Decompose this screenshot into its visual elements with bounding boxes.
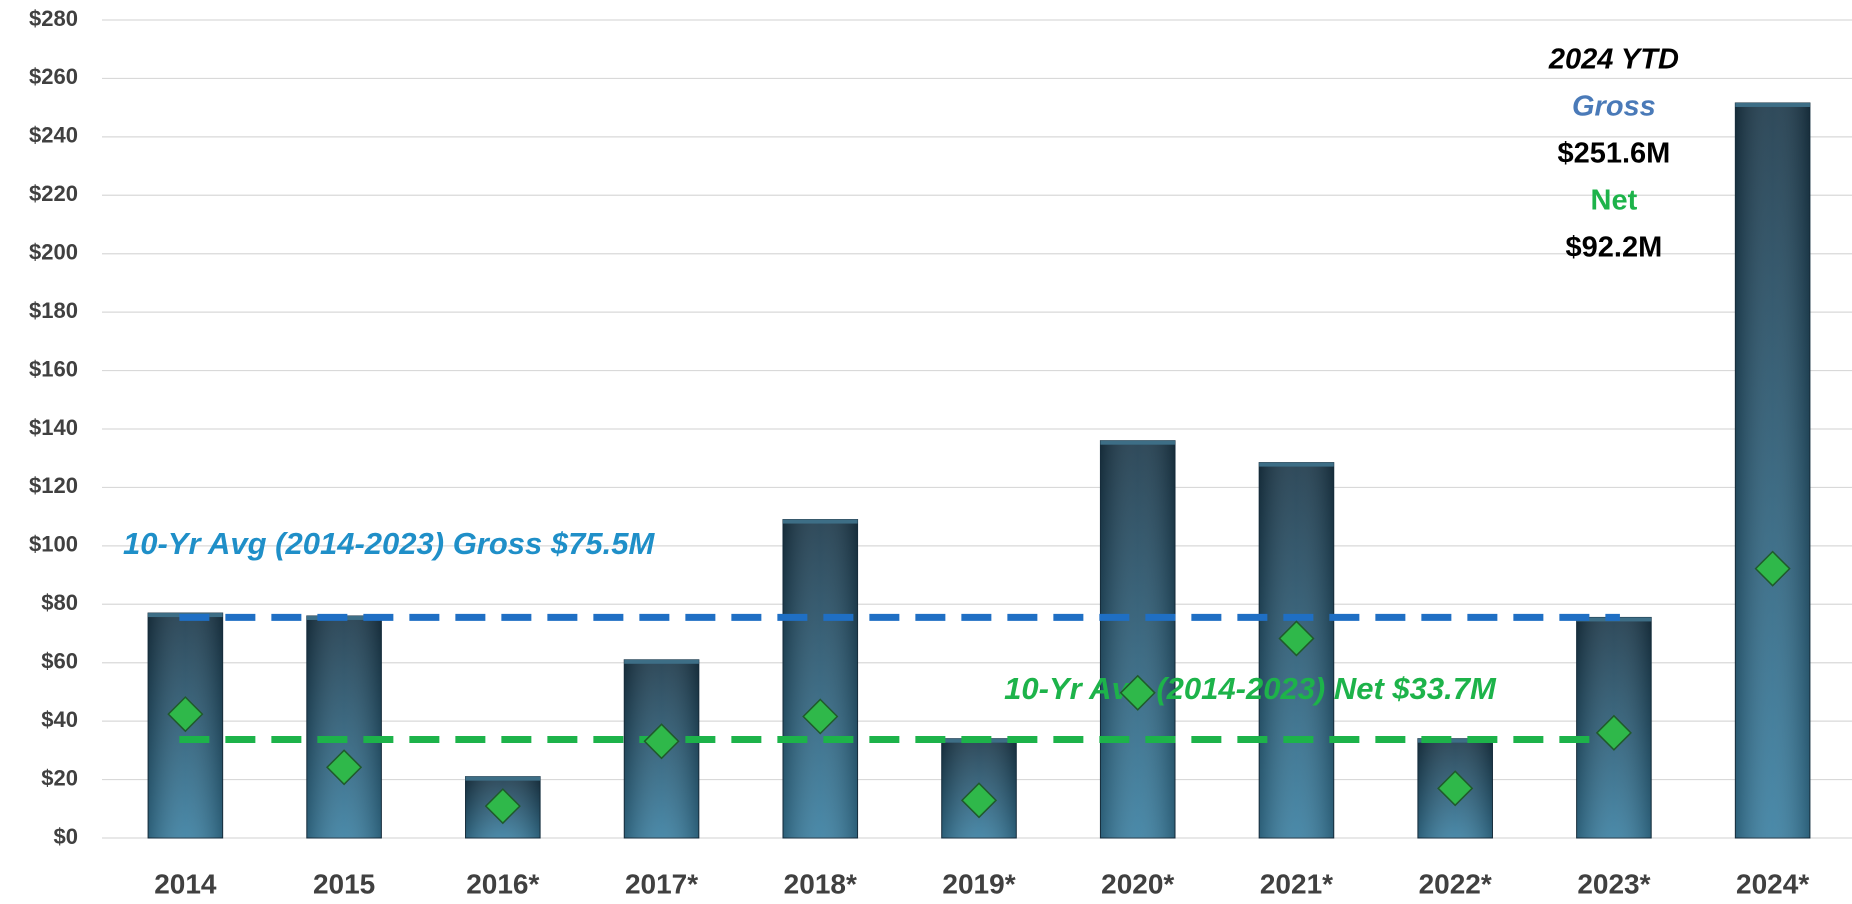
bar-group xyxy=(941,738,1017,839)
y-tick-label: $60 xyxy=(41,649,78,674)
bar-group xyxy=(782,519,859,839)
net-marker xyxy=(1119,674,1156,711)
annotation-text: Net xyxy=(1591,185,1638,217)
y-tick-label: $180 xyxy=(29,298,78,323)
bar-group xyxy=(1576,616,1652,839)
x-tick-label: 2024* xyxy=(1736,868,1809,899)
annotation-text: $251.6M xyxy=(1557,138,1670,170)
y-tick-label: $120 xyxy=(29,473,78,498)
net-marker xyxy=(960,782,998,819)
net-marker xyxy=(1754,550,1791,587)
y-tick-label: $0 xyxy=(54,824,78,849)
x-tick-label: 2019* xyxy=(942,868,1015,899)
net-marker xyxy=(1278,620,1315,657)
y-tick-label: $80 xyxy=(41,590,78,615)
annotation-text: Gross xyxy=(1572,91,1656,123)
bar-shade xyxy=(306,615,382,838)
y-tick-label: $40 xyxy=(41,707,78,732)
net-marker xyxy=(1595,714,1632,751)
bar-group xyxy=(1099,440,1176,839)
x-tick-label: 2014 xyxy=(154,868,217,899)
y-tick-label: $260 xyxy=(29,64,78,89)
y-tick-label: $100 xyxy=(29,532,78,557)
x-tick-label: 2017* xyxy=(625,868,698,899)
bar-cap xyxy=(1100,440,1176,445)
net-marker xyxy=(643,723,680,760)
x-tick-label: 2021* xyxy=(1260,868,1333,899)
y-tick-label: $240 xyxy=(29,123,78,148)
net-marker xyxy=(484,788,521,825)
bar-cap xyxy=(624,659,699,664)
bar-cap xyxy=(782,519,858,524)
x-tick-label: 2016* xyxy=(466,868,539,899)
y-tick-label: $220 xyxy=(29,181,78,206)
x-tick-label: 2022* xyxy=(1419,868,1492,899)
net-marker xyxy=(802,698,839,735)
bar-shade xyxy=(1735,102,1810,839)
bar-cap xyxy=(1417,738,1493,743)
bar-cap xyxy=(1735,102,1810,107)
reference-label: 10-Yr Avg (2014-2023) Net $33.7M xyxy=(1004,671,1497,706)
reference-label: 10-Yr Avg (2014-2023) Gross $75.5M xyxy=(123,526,655,561)
bar-cap xyxy=(465,776,541,781)
y-tick-label: $200 xyxy=(29,240,78,265)
y-tick-label: $160 xyxy=(29,356,78,381)
x-tick-label: 2020* xyxy=(1101,868,1174,899)
x-tick-label: 2015 xyxy=(313,868,375,899)
y-tick-label: $280 xyxy=(29,6,78,31)
net-marker xyxy=(167,696,204,733)
x-tick-label: 2023* xyxy=(1577,868,1650,899)
net-marker xyxy=(326,749,363,786)
annotation-text: 2024 YTD xyxy=(1548,44,1679,76)
bar-shade xyxy=(1100,440,1176,838)
bar-group xyxy=(1734,102,1811,839)
bar-group xyxy=(306,615,382,839)
y-tick-label: $140 xyxy=(29,415,78,440)
x-tick-label: 2018* xyxy=(784,868,857,899)
bar-shade xyxy=(782,519,858,838)
net-marker xyxy=(1437,770,1474,807)
annotation-text: $92.2M xyxy=(1566,232,1663,264)
bar-cap xyxy=(1259,462,1334,467)
y-tick-label: $20 xyxy=(41,765,78,790)
